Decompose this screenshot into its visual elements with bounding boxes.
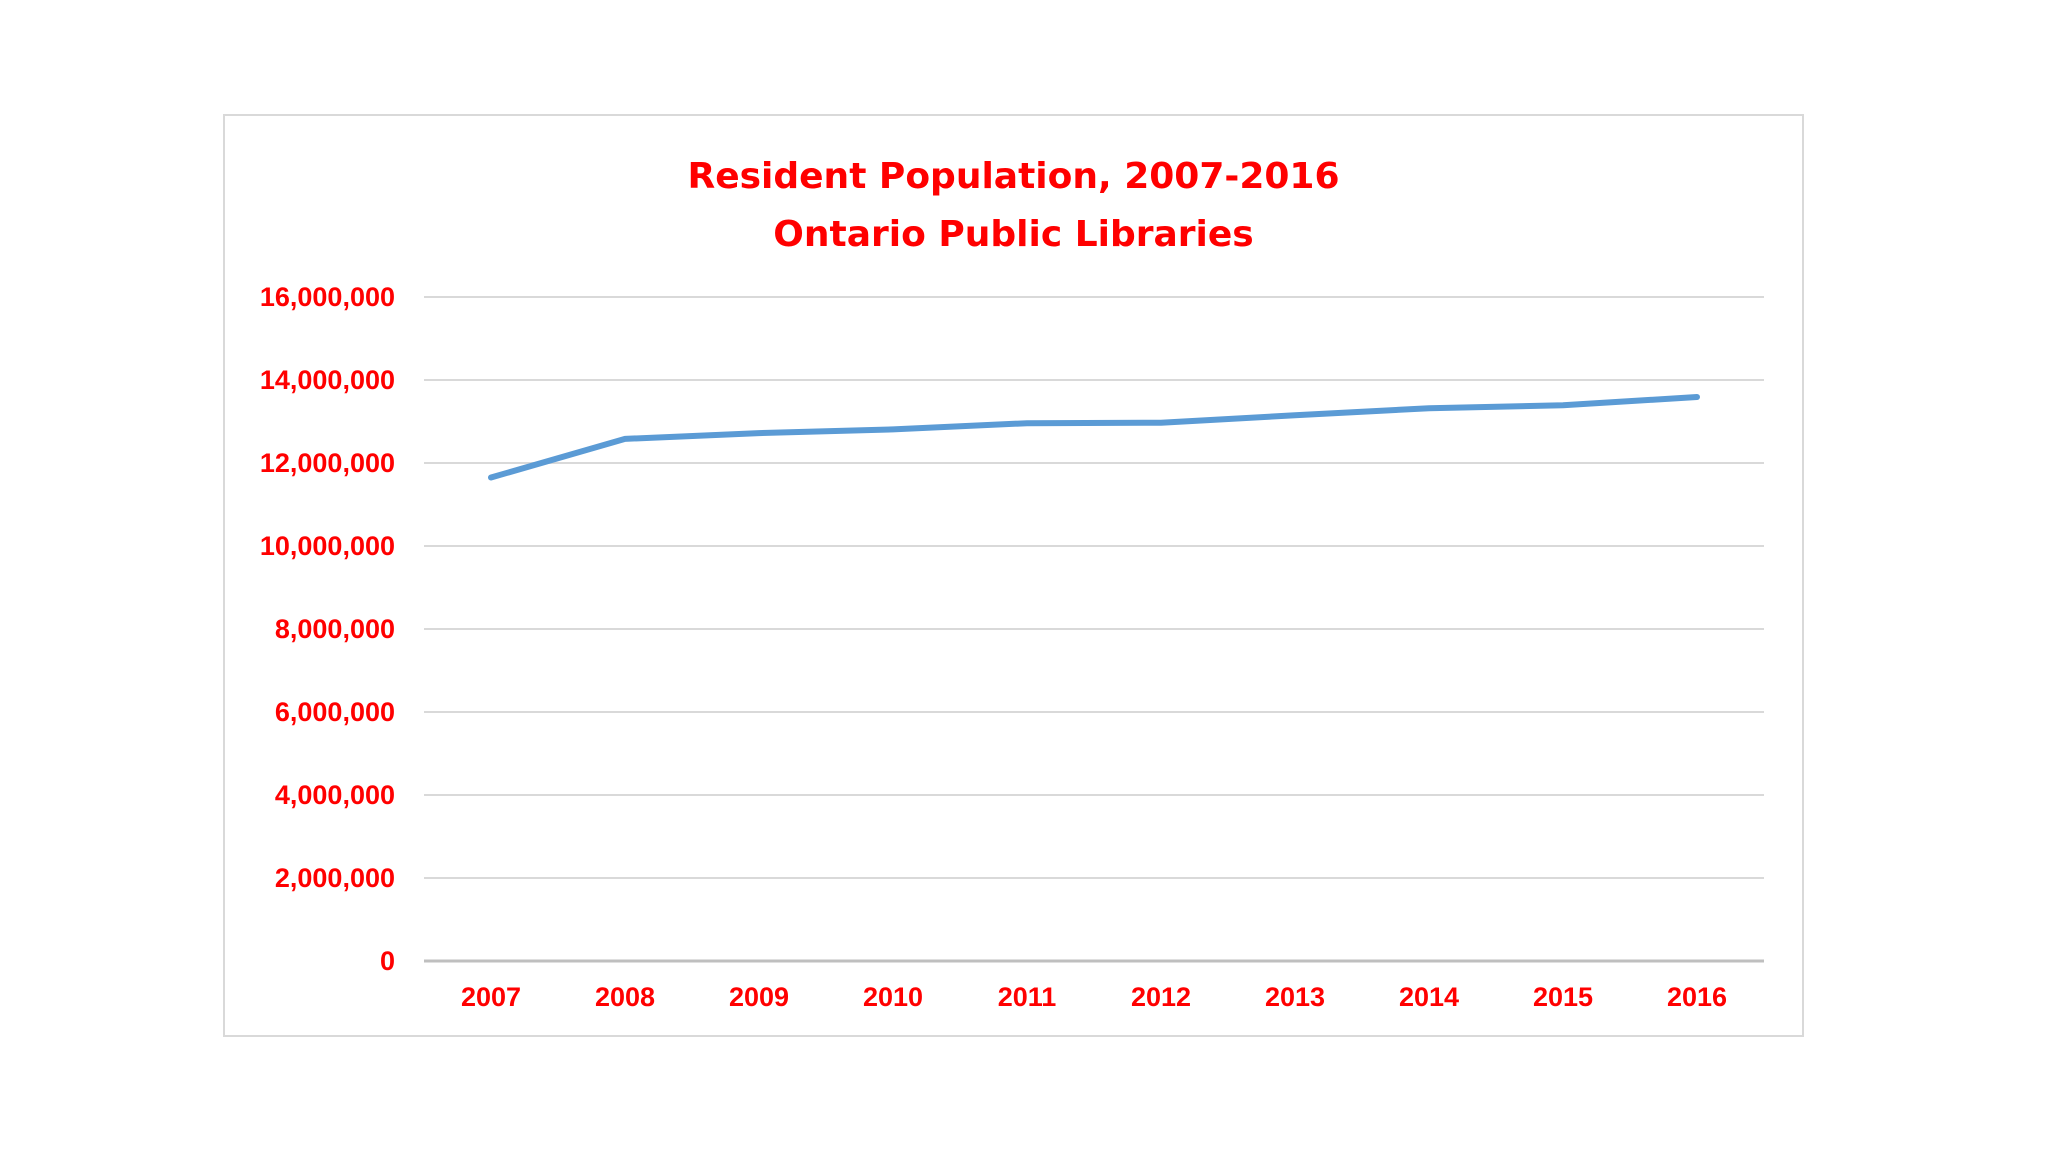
chart-title-block: Resident Population, 2007-2016 Ontario P… bbox=[225, 148, 1802, 264]
series-line bbox=[488, 394, 1700, 481]
x-tick-label: 2016 bbox=[1667, 982, 1727, 1012]
y-tick-label: 12,000,000 bbox=[260, 448, 395, 478]
chart-frame: Resident Population, 2007-2016 Ontario P… bbox=[223, 114, 1804, 1037]
x-tick-label: 2015 bbox=[1533, 982, 1593, 1012]
x-tick-label: 2008 bbox=[595, 982, 655, 1012]
chart-subtitle: Ontario Public Libraries bbox=[773, 214, 1254, 255]
x-tick-label: 2007 bbox=[461, 982, 521, 1012]
x-tick-label: 2013 bbox=[1265, 982, 1325, 1012]
x-tick-label: 2014 bbox=[1399, 982, 1459, 1012]
y-tick-label: 8,000,000 bbox=[275, 614, 395, 644]
chart-title: Resident Population, 2007-2016 bbox=[687, 156, 1340, 197]
y-tick-label: 16,000,000 bbox=[260, 282, 395, 312]
y-tick-label: 10,000,000 bbox=[260, 531, 395, 561]
x-tick-label: 2011 bbox=[998, 982, 1057, 1012]
y-tick-label: 14,000,000 bbox=[260, 365, 395, 395]
y-tick-label: 0 bbox=[380, 946, 395, 976]
y-tick-label: 2,000,000 bbox=[275, 863, 395, 893]
y-tick-label: 6,000,000 bbox=[275, 697, 395, 727]
x-tick-label: 2010 bbox=[863, 982, 923, 1012]
y-tick-label: 4,000,000 bbox=[275, 780, 395, 810]
x-tick-label: 2012 bbox=[1131, 982, 1191, 1012]
x-tick-label: 2009 bbox=[729, 982, 789, 1012]
